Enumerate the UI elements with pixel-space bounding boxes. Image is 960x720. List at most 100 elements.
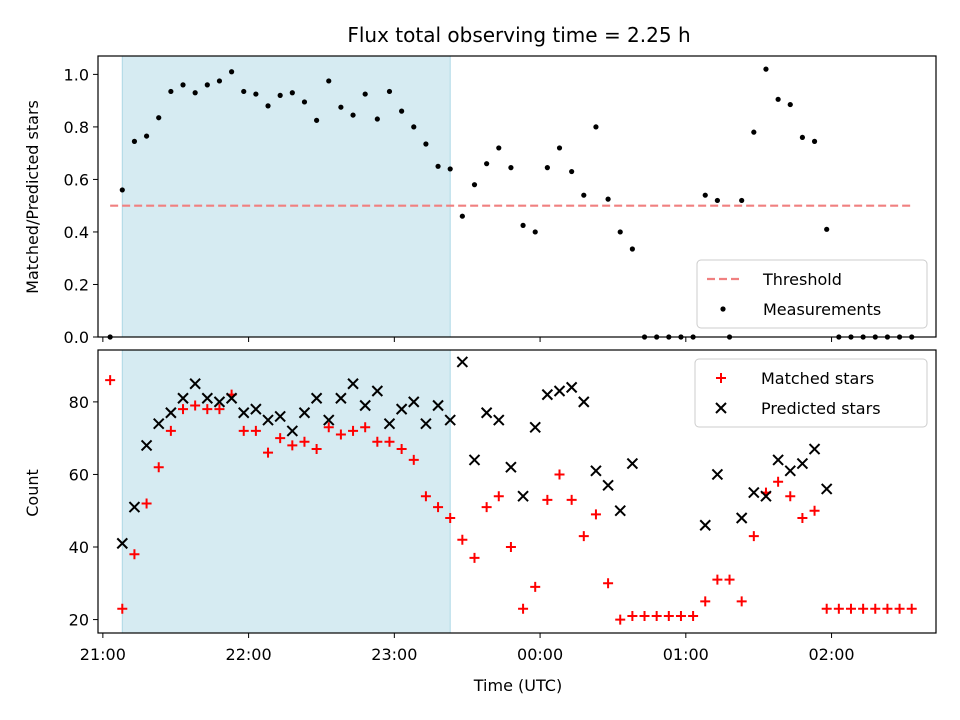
measurement-point bbox=[459, 213, 465, 219]
y-axis-label-bottom: Count bbox=[23, 469, 42, 517]
matched-stars-point bbox=[420, 491, 431, 502]
measurement-point bbox=[411, 124, 417, 130]
measurement-point bbox=[617, 229, 623, 235]
predicted-stars-point bbox=[626, 457, 639, 470]
predicted-stars-point bbox=[760, 490, 772, 502]
matched-stars-point bbox=[275, 433, 286, 444]
measurement-point bbox=[714, 197, 720, 204]
predicted-stars-point bbox=[614, 505, 626, 517]
predicted-stars-point bbox=[748, 486, 760, 499]
predicted-stars-point bbox=[274, 410, 286, 423]
y-tick-label: 60 bbox=[69, 465, 89, 484]
predicted-stars-point bbox=[699, 519, 711, 531]
predicted-stars-point bbox=[456, 356, 469, 368]
predicted-stars-point bbox=[420, 417, 432, 430]
predicted-stars-point bbox=[590, 465, 602, 477]
matched-stars-point bbox=[299, 436, 310, 447]
matched-stars-point bbox=[894, 603, 905, 614]
predicted-stars-point bbox=[480, 407, 493, 419]
predicted-stars-point bbox=[165, 407, 177, 419]
matched-stars-point bbox=[408, 454, 419, 465]
predicted-stars-point bbox=[395, 403, 408, 415]
matched-stars-point bbox=[165, 425, 176, 436]
observing-window-span bbox=[121, 349, 451, 634]
measurement-point bbox=[350, 112, 356, 118]
matched-stars-point bbox=[396, 444, 407, 455]
measurement-point bbox=[277, 92, 283, 98]
measurement-point bbox=[824, 226, 830, 232]
matched-stars-point bbox=[481, 502, 492, 513]
predicted-stars-point bbox=[298, 407, 311, 419]
measurement-point bbox=[811, 138, 818, 144]
matched-stars-point bbox=[785, 491, 796, 502]
axes-frame bbox=[97, 55, 937, 338]
matched-stars-point bbox=[858, 603, 869, 614]
matched-stars-point bbox=[821, 603, 832, 614]
predicted-stars-point bbox=[153, 417, 165, 430]
matched-stars-point bbox=[566, 494, 577, 505]
measurement-point bbox=[399, 108, 405, 114]
measurement-point bbox=[265, 103, 271, 109]
matched-stars-point bbox=[469, 552, 480, 563]
y-tick-label: 40 bbox=[69, 538, 89, 557]
predicted-stars-point bbox=[177, 392, 189, 404]
predicted-stars-point bbox=[383, 417, 396, 430]
predicted-stars-point bbox=[565, 381, 578, 394]
predicted-stars-point bbox=[408, 396, 420, 408]
y-tick-label: 0.4 bbox=[64, 223, 89, 242]
matched-stars-point bbox=[153, 462, 164, 473]
predicted-stars-point bbox=[225, 392, 238, 404]
x-tick-label: 02:00 bbox=[808, 645, 854, 664]
predicted-stars-point bbox=[820, 483, 833, 495]
measurement-point bbox=[374, 116, 380, 122]
legend-entry-label: Measurements bbox=[763, 300, 881, 319]
measurement-point bbox=[751, 129, 757, 135]
measurement-point bbox=[484, 161, 490, 167]
y-tick-label: 1.0 bbox=[64, 65, 89, 84]
predicted-stars-point bbox=[128, 501, 141, 513]
measurement-point bbox=[228, 69, 235, 75]
x-tick-label: 00:00 bbox=[517, 645, 563, 664]
predicted-stars-point bbox=[711, 468, 724, 481]
matched-stars-point bbox=[700, 596, 711, 607]
matched-stars-point bbox=[736, 596, 747, 607]
predicted-stars-point bbox=[505, 461, 517, 473]
predicted-stars-point bbox=[784, 465, 796, 477]
matched-stars-point bbox=[627, 610, 638, 621]
matched-stars-point bbox=[554, 469, 565, 480]
x-tick-label: 01:00 bbox=[663, 645, 709, 664]
matched-stars-point bbox=[833, 603, 844, 614]
y-tick-label: 0.6 bbox=[64, 170, 89, 189]
matched-stars-point bbox=[688, 610, 699, 621]
matched-stars-point bbox=[105, 375, 116, 386]
matched-stars-point bbox=[809, 505, 820, 516]
matched-stars-point bbox=[117, 603, 128, 614]
matched-stars-point bbox=[141, 498, 152, 509]
matched-stars-point bbox=[603, 578, 614, 589]
predicted-stars-point bbox=[493, 414, 505, 426]
measurement-point bbox=[581, 192, 587, 198]
predicted-stars-point bbox=[432, 399, 444, 412]
y-tick-label: 0.2 bbox=[64, 275, 89, 294]
predicted-stars-point bbox=[578, 396, 590, 408]
y-tick-label: 20 bbox=[69, 611, 89, 630]
x-tick-label: 21:00 bbox=[80, 645, 126, 664]
matched-stars-point bbox=[518, 603, 529, 614]
matched-stars-point bbox=[457, 534, 468, 545]
measurement-point bbox=[605, 196, 611, 202]
measurement-point bbox=[326, 78, 332, 84]
matched-stars-point bbox=[129, 549, 140, 560]
predicted-stars-point bbox=[310, 392, 323, 404]
predicted-stars-point bbox=[468, 454, 481, 466]
matched-stars-point bbox=[360, 422, 371, 433]
measurement-point bbox=[496, 145, 502, 151]
measurement-point bbox=[314, 117, 320, 123]
measurement-point bbox=[362, 91, 368, 97]
predicted-stars-point bbox=[323, 414, 335, 426]
predicted-stars-point bbox=[286, 425, 299, 437]
measurement-point bbox=[702, 192, 708, 198]
legend-matched-swatch bbox=[716, 373, 726, 383]
measurement-point bbox=[192, 90, 198, 96]
matched-stars-point bbox=[238, 425, 249, 436]
matched-stars-point bbox=[845, 603, 856, 614]
